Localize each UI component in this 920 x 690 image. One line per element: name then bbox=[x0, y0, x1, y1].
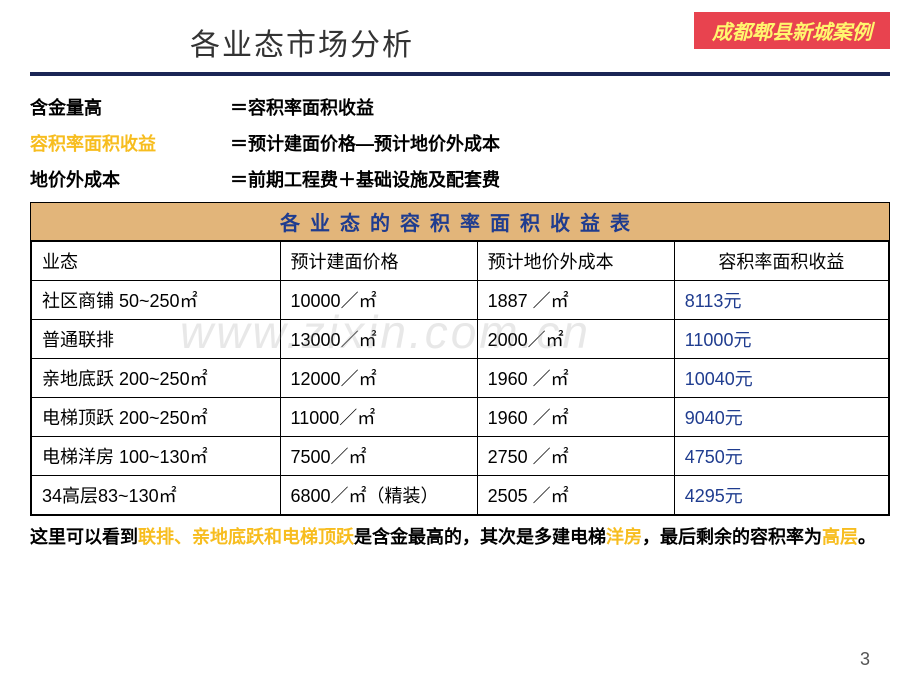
revenue-table: 各业态的容积率面积收益表 业态 预计建面价格 预计地价外成本 容积率面积收益 社… bbox=[30, 202, 890, 516]
table: 业态 预计建面价格 预计地价外成本 容积率面积收益 社区商铺 50~250㎡10… bbox=[31, 241, 889, 515]
table-row: 普通联排13000／㎡2000／㎡11000元 bbox=[32, 320, 889, 359]
col-header: 预计建面价格 bbox=[280, 242, 477, 281]
table-cell: 1960 ／㎡ bbox=[477, 398, 674, 437]
table-row: 社区商铺 50~250㎡10000／㎡1887 ／㎡8113元 bbox=[32, 281, 889, 320]
summary-text: 这里可以看到联排、亲地底跃和电梯顶跃是含金最高的，其次是多建电梯洋房，最后剩余的… bbox=[30, 524, 890, 551]
table-cell: 1887 ／㎡ bbox=[477, 281, 674, 320]
page-number: 3 bbox=[860, 649, 870, 670]
table-cell: 电梯顶跃 200~250㎡ bbox=[32, 398, 281, 437]
def-row: 地价外成本 ＝前期工程费＋基础设施及配套费 bbox=[30, 166, 890, 192]
table-cell: 普通联排 bbox=[32, 320, 281, 359]
table-cell: 4295元 bbox=[674, 476, 888, 515]
def-value: ＝预计建面价格—预计地价外成本 bbox=[230, 130, 890, 156]
summary-span: 。 bbox=[858, 527, 876, 547]
def-label: 容积率面积收益 bbox=[30, 130, 230, 156]
col-header: 业态 bbox=[32, 242, 281, 281]
summary-span: 洋房 bbox=[606, 527, 642, 547]
table-row: 电梯洋房 100~130㎡7500／㎡2750 ／㎡4750元 bbox=[32, 437, 889, 476]
def-label: 地价外成本 bbox=[30, 166, 230, 192]
table-row: 亲地底跃 200~250㎡12000／㎡1960 ／㎡10040元 bbox=[32, 359, 889, 398]
table-cell: 7500／㎡ bbox=[280, 437, 477, 476]
table-cell: 亲地底跃 200~250㎡ bbox=[32, 359, 281, 398]
summary-span: 是含金最高的，其次是多建电梯 bbox=[354, 527, 606, 547]
table-cell: 社区商铺 50~250㎡ bbox=[32, 281, 281, 320]
def-row: 含金量高 ＝容积率面积收益 bbox=[30, 94, 890, 120]
table-cell: 11000／㎡ bbox=[280, 398, 477, 437]
table-header-row: 业态 预计建面价格 预计地价外成本 容积率面积收益 bbox=[32, 242, 889, 281]
table-cell: 10000／㎡ bbox=[280, 281, 477, 320]
col-header: 预计地价外成本 bbox=[477, 242, 674, 281]
divider bbox=[30, 72, 890, 76]
summary-span: 这里可以看到 bbox=[30, 527, 138, 547]
table-cell: 11000元 bbox=[674, 320, 888, 359]
table-cell: 6800／㎡（精装） bbox=[280, 476, 477, 515]
table-cell: 9040元 bbox=[674, 398, 888, 437]
definitions: 含金量高 ＝容积率面积收益 容积率面积收益 ＝预计建面价格—预计地价外成本 地价… bbox=[30, 94, 890, 192]
table-row: 34高层83~130㎡6800／㎡（精装）2505 ／㎡4295元 bbox=[32, 476, 889, 515]
summary-span: ，最后剩余的容积率为 bbox=[642, 527, 822, 547]
table-cell: 12000／㎡ bbox=[280, 359, 477, 398]
table-cell: 电梯洋房 100~130㎡ bbox=[32, 437, 281, 476]
table-cell: 2505 ／㎡ bbox=[477, 476, 674, 515]
def-row: 容积率面积收益 ＝预计建面价格—预计地价外成本 bbox=[30, 130, 890, 156]
table-cell: 1960 ／㎡ bbox=[477, 359, 674, 398]
def-value: ＝前期工程费＋基础设施及配套费 bbox=[230, 166, 890, 192]
table-cell: 8113元 bbox=[674, 281, 888, 320]
table-cell: 34高层83~130㎡ bbox=[32, 476, 281, 515]
table-cell: 2000／㎡ bbox=[477, 320, 674, 359]
summary-span: 联排、亲地底跃和电梯顶跃 bbox=[138, 527, 354, 547]
table-cell: 10040元 bbox=[674, 359, 888, 398]
table-row: 电梯顶跃 200~250㎡11000／㎡1960 ／㎡9040元 bbox=[32, 398, 889, 437]
summary-span: 高层 bbox=[822, 527, 858, 547]
case-badge: 成都郫县新城案例 bbox=[694, 12, 890, 49]
table-cell: 4750元 bbox=[674, 437, 888, 476]
table-cell: 13000／㎡ bbox=[280, 320, 477, 359]
table-cell: 2750 ／㎡ bbox=[477, 437, 674, 476]
def-value: ＝容积率面积收益 bbox=[230, 94, 890, 120]
def-label: 含金量高 bbox=[30, 94, 230, 120]
table-title: 各业态的容积率面积收益表 bbox=[31, 203, 889, 241]
col-header: 容积率面积收益 bbox=[674, 242, 888, 281]
